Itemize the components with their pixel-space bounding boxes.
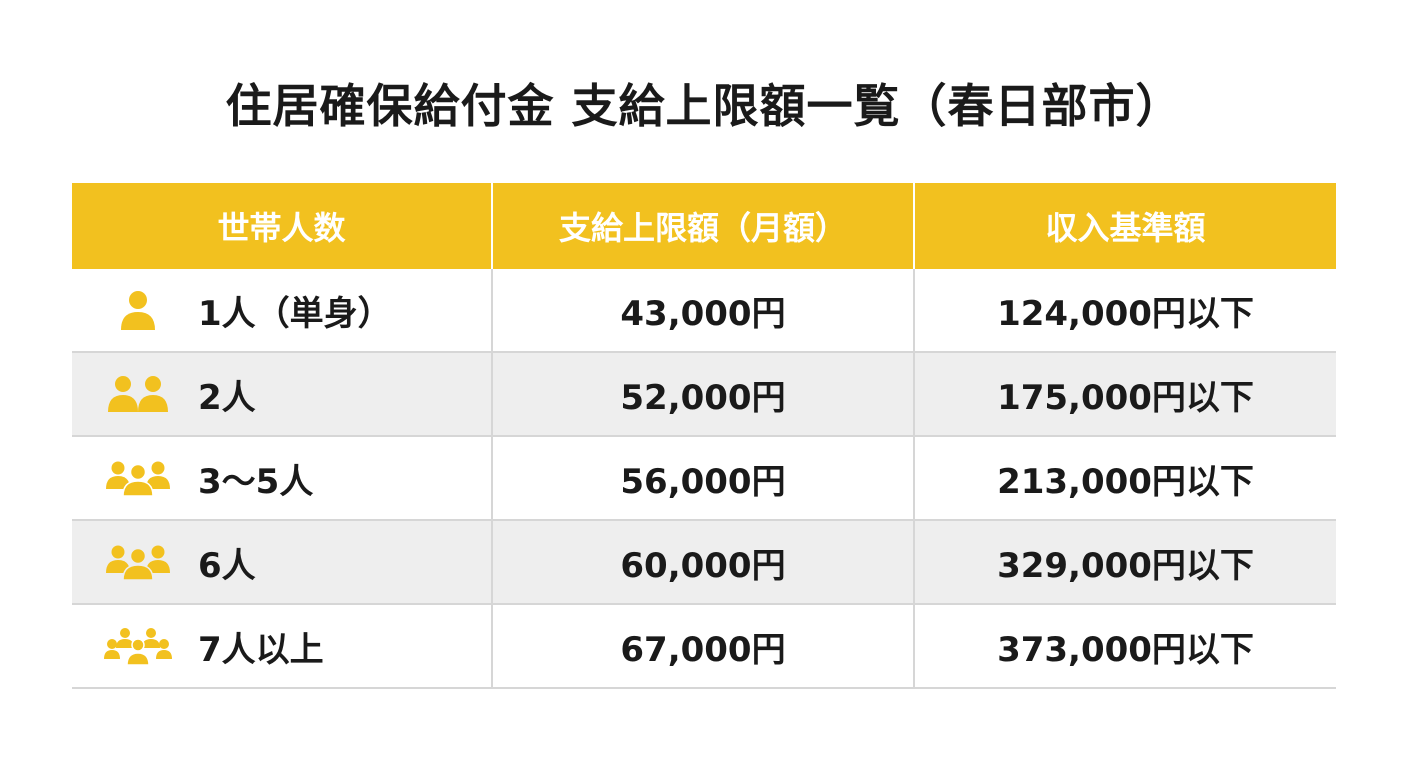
table-row: 1人（単身） 43,000円 124,000円以下 xyxy=(72,269,1336,353)
person-single-icon xyxy=(98,288,178,332)
income-cell: 329,000円以下 xyxy=(997,545,1254,586)
household-label: 6人 xyxy=(198,545,256,586)
income-cell: 213,000円以下 xyxy=(997,461,1254,502)
household-cell: 2人 xyxy=(72,353,493,435)
table-row: 2人 52,000円 175,000円以下 xyxy=(72,353,1336,437)
income-cell: 373,000円以下 xyxy=(997,629,1254,670)
limit-cell: 43,000円 xyxy=(493,269,915,351)
header-limit: 支給上限額（月額） xyxy=(493,183,915,269)
table-row: 3〜5人 56,000円 213,000円以下 xyxy=(72,437,1336,521)
household-cell: 3〜5人 xyxy=(72,437,493,519)
limits-table: 世帯人数 支給上限額（月額） 収入基準額 1人（単身） 43,000円 124,… xyxy=(72,183,1336,689)
header-income: 収入基準額 xyxy=(1045,209,1206,247)
page-title: 住居確保給付金 支給上限額一覧（春日部市） xyxy=(225,79,1183,133)
table-row: 7人以上 67,000円 373,000円以下 xyxy=(72,605,1336,689)
person-three-icon xyxy=(98,543,178,581)
header-household: 世帯人数 xyxy=(72,183,493,269)
household-label: 2人 xyxy=(198,377,256,418)
income-cell: 124,000円以下 xyxy=(997,293,1254,334)
person-two-icon xyxy=(98,374,178,414)
limit-cell: 60,000円 xyxy=(493,521,915,603)
household-label: 1人（単身） xyxy=(198,293,392,334)
household-cell: 7人以上 xyxy=(72,605,493,687)
limit-cell: 52,000円 xyxy=(493,353,915,435)
household-cell: 1人（単身） xyxy=(72,269,493,351)
limit-cell: 56,000円 xyxy=(493,437,915,519)
household-cell: 6人 xyxy=(72,521,493,603)
limit-cell: 67,000円 xyxy=(493,605,915,687)
income-cell: 175,000円以下 xyxy=(997,377,1254,418)
household-label: 3〜5人 xyxy=(198,461,314,502)
household-label: 7人以上 xyxy=(198,629,324,670)
table-row: 6人 60,000円 329,000円以下 xyxy=(72,521,1336,605)
person-group-icon xyxy=(98,626,178,666)
table-header: 世帯人数 支給上限額（月額） 収入基準額 xyxy=(72,183,1336,269)
person-three-icon xyxy=(98,459,178,497)
